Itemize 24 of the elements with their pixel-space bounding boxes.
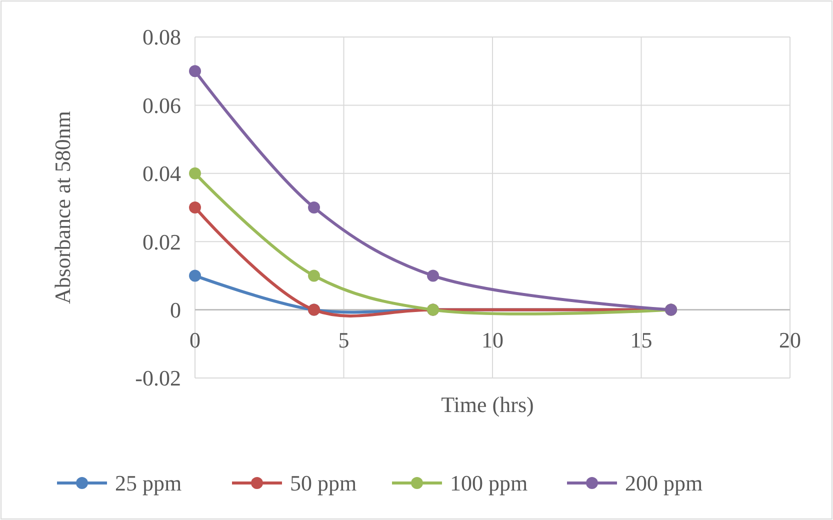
y-tick-label: 0.06 — [142, 92, 181, 118]
legend-label: 25 ppm — [115, 470, 182, 496]
x-tick-label: 5 — [338, 328, 350, 352]
point — [189, 270, 201, 282]
y-axis-title: Absorbance at 580nm — [50, 110, 75, 304]
x-tick-label: 20 — [779, 328, 801, 352]
x-tick-label: 0 — [190, 328, 200, 352]
legend-label: 200 ppm — [625, 470, 703, 496]
y-tick-label: -0.02 — [135, 366, 181, 391]
point — [189, 202, 201, 214]
x-axis-title: Time (hrs) — [441, 392, 534, 417]
legend-label: 100 ppm — [450, 470, 528, 496]
x-tick-label: 15 — [630, 328, 652, 352]
y-tick-label: 0.02 — [142, 229, 181, 254]
point — [308, 202, 320, 214]
x-tick-label: 10 — [482, 328, 504, 352]
y-tick-label: 0.04 — [142, 161, 181, 186]
y-tick-label: 0.08 — [142, 24, 181, 50]
legend-label: 50 ppm — [290, 470, 357, 496]
point — [308, 270, 320, 282]
point — [189, 65, 201, 78]
point — [189, 167, 201, 180]
point — [427, 270, 439, 282]
y-tick-label: 0 — [170, 298, 181, 322]
